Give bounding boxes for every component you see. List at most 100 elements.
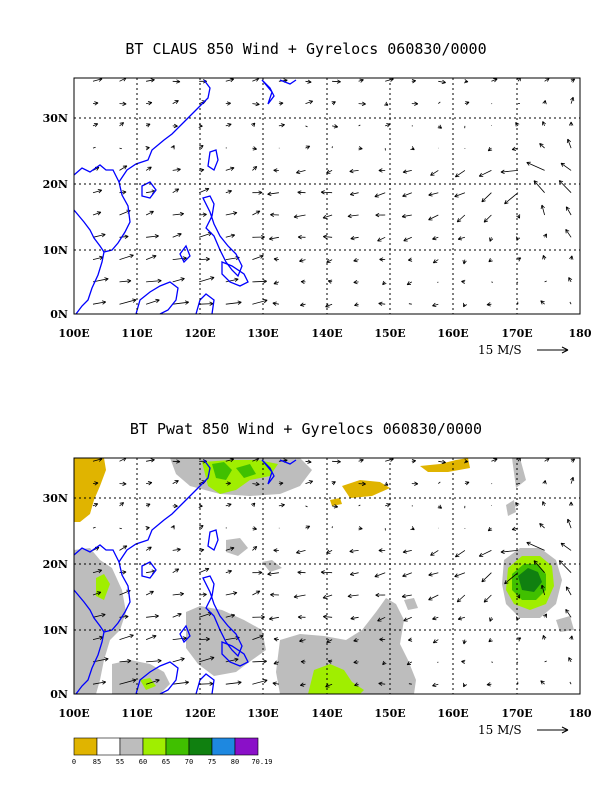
wind-vector [379,637,386,642]
wind-vector [566,518,572,529]
wind-vector [544,458,550,462]
wind-vector [320,190,333,195]
colorbar-swatch [234,737,259,756]
wind-vector [358,78,364,83]
wind-vector [225,680,242,685]
wind-vector [322,614,333,619]
wind-vector [428,594,439,601]
wind-vector [252,614,265,620]
wind-vector [478,170,492,177]
panel-2: 100E 110E 120E 130E 140E 150E 160E 170E … [43,457,592,737]
wind-vector [540,584,545,596]
panel-2-x-axis: 100E 110E 120E 130E 140E 150E 160E 170E … [58,707,592,720]
panel-1-coastlines [74,79,297,314]
wind-vector [353,258,359,263]
wind-vector [172,547,181,552]
wind-vector [542,100,547,105]
y-tick-label: 10N [43,624,68,637]
panel-2-gridlines [74,458,580,694]
wind-vector [119,147,122,150]
wind-vector [407,637,413,642]
wind-vector [403,616,412,622]
wind-vector [358,101,366,106]
wind-vector [438,481,441,484]
wind-vector [199,567,210,574]
wind-vector [544,78,550,82]
wind-vector [500,549,519,554]
wind-vector [410,526,415,531]
panel-2-coastlines [74,459,297,694]
wind-vector [411,79,417,84]
wind-vector [119,570,127,575]
wind-vector [172,459,181,464]
wind-vector [358,458,364,463]
wind-vector [225,657,239,663]
wind-vector [146,78,155,83]
wind-vector [305,79,312,84]
wind-vector [172,636,187,641]
wind-vector [145,210,154,216]
wind-vector [92,503,99,508]
wind-vector [199,301,214,306]
wind-vector [353,638,359,643]
wind-vector [296,169,306,174]
wind-vector [378,301,386,306]
wind-vector [198,503,203,508]
x-tick-label: 160E [437,327,468,340]
wind-vector [146,614,159,619]
wind-vector [170,145,175,150]
wind-vector [322,234,333,239]
wind-vector [410,146,415,151]
x-tick-label: 100E [58,327,89,340]
wind-vector [463,302,467,308]
wind-vector [199,656,215,663]
wind-vector [432,616,439,621]
wind-vector [411,459,417,464]
wind-vector [486,682,492,687]
wind-vector [299,302,306,307]
wind-vector [92,123,99,128]
wind-vector [543,233,547,238]
colorbar-label: 65 [162,758,170,766]
wind-vector [273,280,280,285]
colorbar-swatch [165,737,190,756]
wind-vector [402,549,412,554]
wind-vector [92,591,102,596]
wind-vector [172,167,181,172]
wind-vector [251,502,256,507]
colorbar-label: 70.19 [251,758,272,766]
wind-vector [278,503,285,508]
wind-vector [119,481,127,486]
colorbar-swatch [119,737,144,756]
wind-vector [273,257,279,262]
wind-vector [119,190,127,195]
wind-vector [199,681,214,686]
wind-vector [252,299,268,305]
wind-vector [487,147,493,152]
wind-vector [305,125,308,128]
wind-vector [349,571,359,576]
wind-vector [332,79,341,84]
wind-vector [331,101,336,106]
wind-vector [92,481,99,486]
colorbar-label: 75 [208,758,216,766]
wind-vector [198,525,204,530]
wind-vector [172,123,178,129]
wind-vector [543,613,547,618]
panel-1-gridlines [74,78,580,314]
wind-vector [119,658,132,664]
x-tick-label: 170E [501,327,532,340]
wind-vector [558,180,572,193]
wind-vector [119,254,134,260]
wind-vector [92,146,96,149]
wind-vector [437,281,439,283]
colorbar-swatch [96,737,121,756]
wind-vector [377,616,386,622]
wind-vector [504,572,519,585]
wind-vector [146,234,159,239]
wind-vector [489,617,494,622]
wind-vector [406,281,413,286]
wind-vector [347,213,359,219]
wind-vector [378,168,386,173]
